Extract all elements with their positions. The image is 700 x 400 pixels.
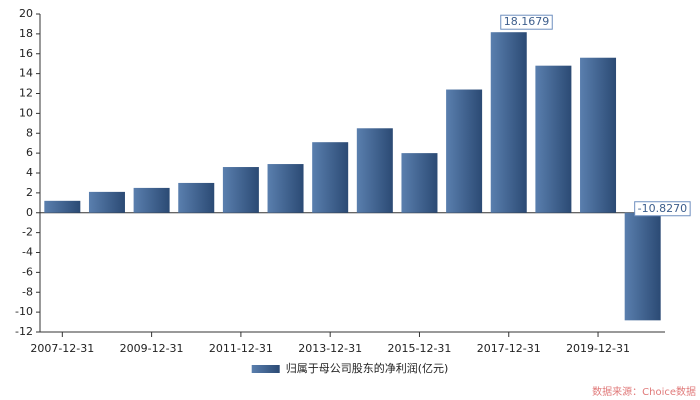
value-label-box (634, 201, 691, 217)
bar (356, 128, 393, 213)
value-label-box (500, 14, 553, 30)
bar (401, 153, 438, 213)
bar (178, 182, 215, 213)
y-tick-label: -6 (22, 265, 33, 278)
y-tick-label: 6 (26, 146, 33, 159)
source: 数据来源：Choice数据 (592, 385, 696, 398)
y-tick-label: -12 (15, 325, 33, 338)
y-tick-label: 4 (26, 166, 33, 179)
bar (88, 191, 125, 213)
x-tick-label: 2009-12-31 (120, 342, 184, 355)
bar (490, 32, 527, 213)
y-tick-label: 18 (19, 27, 33, 40)
y-tick-label: 12 (19, 87, 33, 100)
y-tick-label: 10 (19, 106, 33, 119)
x-tick-label: 2007-12-31 (30, 342, 94, 355)
y-tick-label: 2 (26, 186, 33, 199)
y-tick-label: -10 (15, 305, 33, 318)
bar (580, 57, 617, 213)
y-tick-label: 20 (19, 7, 33, 20)
value-label: -10.8270 (638, 202, 687, 215)
bar (133, 187, 170, 213)
legend-label: 归属于母公司股东的净利润(亿元) (286, 361, 449, 375)
y-tick-label: 8 (26, 126, 33, 139)
y-tick-label: -8 (22, 285, 33, 298)
y-tick-label: -2 (22, 226, 33, 239)
legend-swatch (251, 365, 280, 373)
x-tick-label: 2013-12-31 (298, 342, 362, 355)
x-tick-label: 2015-12-31 (387, 342, 451, 355)
y-tick-label: 0 (26, 206, 33, 219)
bar (44, 200, 81, 213)
y-tick-label: 14 (19, 67, 33, 80)
x-tick-label: 2017-12-31 (477, 342, 541, 355)
y-tick-label: 16 (19, 47, 33, 60)
bar (267, 164, 304, 213)
bar (624, 212, 661, 321)
x-tick-label: 2011-12-31 (209, 342, 273, 355)
bar (446, 89, 483, 213)
value-label: 18.1679 (504, 15, 550, 28)
bar (222, 167, 259, 213)
x-tick-label: 2019-12-31 (566, 342, 630, 355)
bar (535, 65, 572, 213)
y-tick-label: -4 (22, 246, 33, 259)
bar (312, 142, 349, 213)
